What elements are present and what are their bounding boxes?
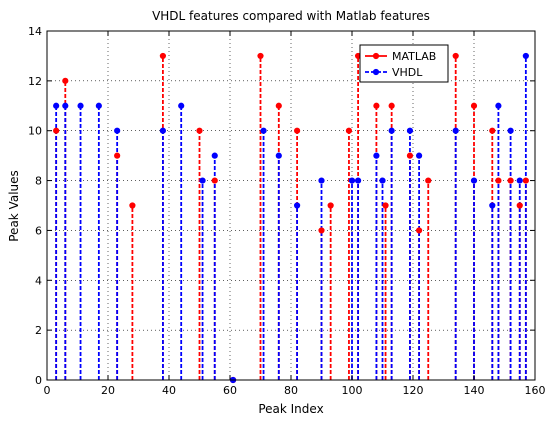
x-tick-label: 0: [44, 384, 51, 397]
x-tick-label: 80: [284, 384, 298, 397]
vhdl-marker: [53, 102, 60, 109]
vhdl-marker: [489, 202, 496, 209]
x-tick-label: 100: [342, 384, 363, 397]
legend-entries: MATLAB VHDL: [365, 50, 436, 79]
vhdl-marker: [406, 127, 414, 134]
vhdl-marker: [470, 177, 478, 184]
legend-matlab-label: MATLAB: [392, 50, 436, 63]
matlab-marker: [406, 152, 414, 159]
vhdl-marker: [318, 177, 325, 184]
matlab-marker: [522, 177, 529, 184]
matlab-marker: [495, 177, 502, 184]
tick-labels: 0 20 40 60 80 100 120 140 160 0 2 4 6 8 10 12 14: [28, 25, 546, 397]
y-tick-label: 10: [28, 125, 42, 138]
plot-area: [47, 31, 535, 380]
x-tick-label: 40: [162, 384, 176, 397]
vhdl-marker: [373, 152, 380, 159]
vhdl-marker: [275, 152, 282, 159]
matlab-marker: [196, 127, 203, 134]
legend: MATLAB VHDL: [359, 44, 449, 83]
x-tick-label: 160: [525, 384, 546, 397]
vhdl-marker: [211, 152, 218, 159]
y-axis-label: Peak Values: [7, 170, 21, 242]
y-tick-label: 14: [28, 25, 42, 38]
matlab-marker: [114, 152, 121, 159]
vhdl-marker: [199, 177, 206, 184]
matlab-marker: [318, 227, 325, 234]
y-tick-label: 8: [35, 175, 42, 188]
y-tick-label: 4: [35, 274, 42, 287]
matlab-marker: [257, 52, 264, 60]
y-tick-label: 6: [35, 224, 42, 237]
vhdl-marker: [495, 102, 502, 109]
vhdl-marker: [516, 177, 523, 184]
legend-box: [359, 44, 449, 83]
matlab-marker: [470, 102, 478, 109]
matlab-marker: [489, 127, 496, 134]
y-tick-label: 2: [35, 324, 42, 337]
matlab-marker: [452, 52, 459, 60]
vhdl-marker: [178, 102, 185, 109]
vhdl-marker: [388, 127, 395, 134]
matlab-marker: [425, 177, 432, 184]
vhdl-marker: [62, 102, 69, 109]
chart-title: VHDL features compared with Matlab featu…: [152, 9, 430, 23]
vhdl-marker: [77, 102, 84, 109]
vhdl-marker: [159, 127, 166, 134]
y-tick-label: 0: [35, 374, 42, 387]
matlab-marker: [62, 77, 69, 84]
vhdl-marker: [294, 202, 301, 209]
matlab-marker: [275, 102, 282, 109]
matlab-marker: [345, 127, 353, 134]
matlab-marker: [211, 177, 218, 184]
vhdl-marker: [355, 177, 362, 184]
vhdl-marker: [114, 127, 121, 134]
y-tick-label: 12: [28, 75, 42, 88]
vhdl-marker: [95, 102, 102, 109]
x-tick-label: 120: [403, 384, 424, 397]
legend-vhdl-label: VHDL: [392, 66, 423, 79]
matlab-marker: [507, 177, 514, 184]
matlab-marker: [129, 202, 136, 209]
x-axis-label: Peak Index: [258, 402, 323, 416]
legend-matlab-marker: [372, 52, 380, 60]
vhdl-marker: [379, 177, 386, 184]
legend-vhdl-marker: [372, 68, 380, 76]
vhdl-marker: [348, 177, 356, 184]
ticks: [46, 30, 536, 381]
vhdl-marker: [416, 152, 423, 159]
matlab-marker: [294, 127, 301, 134]
vhdl-marker: [507, 127, 514, 134]
matlab-marker: [382, 202, 389, 209]
x-tick-label: 20: [101, 384, 115, 397]
matlab-marker: [516, 202, 523, 209]
vhdl-marker: [452, 127, 459, 134]
matlab-marker: [416, 227, 423, 234]
vhdl-marker: [260, 127, 267, 134]
matlab-marker: [159, 52, 166, 60]
matlab-marker: [327, 202, 334, 209]
vhdl-marker: [522, 52, 529, 60]
matlab-marker: [373, 102, 380, 109]
stems: [55, 55, 527, 380]
matlab-marker: [388, 102, 395, 109]
markers: [53, 52, 529, 384]
matlab-marker: [53, 127, 60, 134]
x-tick-label: 60: [223, 384, 237, 397]
x-tick-label: 140: [464, 384, 485, 397]
